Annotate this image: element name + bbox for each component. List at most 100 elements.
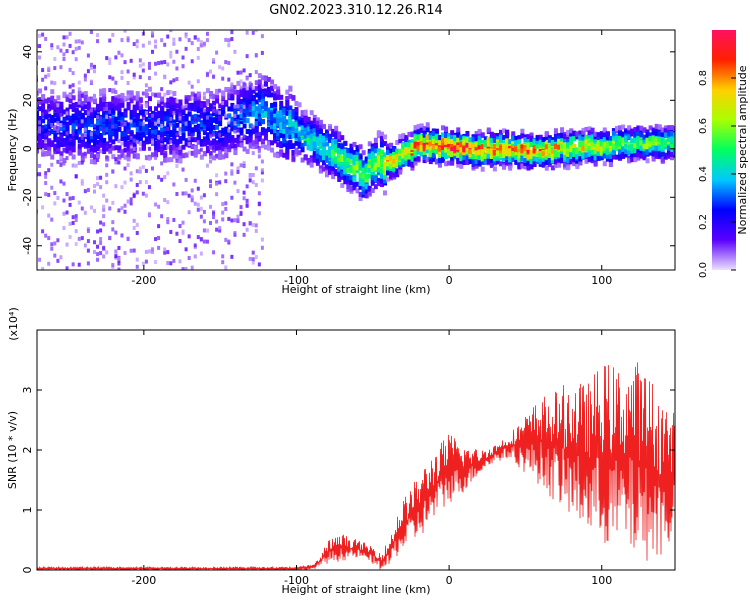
spectrogram-cell bbox=[465, 142, 470, 148]
spectrogram-cell bbox=[111, 99, 116, 105]
spectrogram-cell bbox=[331, 158, 336, 164]
spectrogram-cell bbox=[660, 144, 665, 150]
spectrogram-cell bbox=[288, 134, 293, 140]
spectrogram-cell bbox=[59, 120, 64, 126]
spectrogram-cell bbox=[370, 168, 375, 174]
spectrogram-noise-cell bbox=[83, 151, 87, 156]
spectrogram-cell bbox=[367, 167, 372, 173]
spectrogram-cell bbox=[141, 132, 146, 138]
spectrogram-cell bbox=[615, 137, 619, 143]
spectrogram-noise-cell bbox=[71, 163, 75, 168]
spectrogram-cell bbox=[474, 156, 479, 162]
spectrogram-cell bbox=[111, 88, 116, 94]
spectrogram-noise-cell bbox=[196, 140, 200, 145]
spectrogram-cell bbox=[361, 189, 366, 195]
spectrogram-noise-cell bbox=[123, 180, 127, 185]
spectrogram-noise-cell bbox=[71, 262, 75, 267]
spectrogram-cell bbox=[584, 155, 589, 161]
spectrogram-noise-cell bbox=[47, 66, 51, 71]
spectrogram-cell bbox=[367, 141, 372, 147]
spectrogram-cell bbox=[331, 131, 336, 137]
spectrogram-cell bbox=[270, 79, 275, 85]
spectrogram-cell bbox=[517, 147, 522, 153]
spectrogram-cell bbox=[184, 138, 189, 144]
spectrogram-cell bbox=[276, 89, 281, 95]
spectrogram-noise-cell bbox=[129, 135, 133, 140]
spectrogram-noise-cell bbox=[169, 229, 173, 234]
spectrogram-noise-cell bbox=[224, 206, 228, 211]
spectrogram-cell bbox=[99, 132, 104, 138]
spectrogram-cell bbox=[38, 143, 43, 149]
spectrogram-cell bbox=[657, 131, 662, 137]
spectrogram-cell bbox=[59, 126, 64, 132]
spectrogram-cell bbox=[212, 94, 217, 100]
spectrogram-cell bbox=[196, 103, 201, 109]
spectrogram-noise-cell bbox=[126, 69, 130, 74]
spectrogram-cell bbox=[611, 150, 616, 156]
spectrogram-cell bbox=[53, 107, 58, 113]
spectrogram-noise-cell bbox=[132, 147, 136, 152]
spectrogram-cell bbox=[187, 138, 192, 144]
spectrogram-cell bbox=[520, 163, 525, 169]
spectrogram-noise-cell bbox=[65, 131, 69, 136]
spectrogram-cell bbox=[410, 155, 415, 161]
spectrogram-cell bbox=[569, 159, 574, 165]
spectrogram-cell bbox=[279, 100, 284, 106]
spectrogram-cell bbox=[331, 166, 336, 172]
spectrogram-cell bbox=[526, 149, 531, 155]
spectrogram-cell bbox=[370, 188, 375, 194]
spectrogram-noise-cell bbox=[154, 237, 158, 242]
spectrogram-cell bbox=[41, 143, 46, 149]
spectrogram-cell bbox=[108, 130, 113, 136]
spectrogram-cell bbox=[465, 146, 470, 152]
spectrogram-cell bbox=[172, 132, 177, 138]
spectrogram-noise-cell bbox=[236, 70, 240, 75]
spectrogram-cell bbox=[166, 111, 171, 117]
spectrogram-cell bbox=[282, 133, 287, 139]
spectrogram-noise-cell bbox=[218, 65, 222, 70]
spectrogram-cell bbox=[96, 146, 101, 152]
spectrogram-noise-cell bbox=[236, 166, 240, 171]
spectrogram-cell bbox=[352, 165, 357, 171]
spectrogram-cell bbox=[596, 137, 601, 143]
spectrogram-cell bbox=[505, 129, 510, 135]
spectrogram-cell bbox=[123, 136, 128, 142]
spectrogram-noise-cell bbox=[120, 70, 124, 75]
spectrogram-cell bbox=[553, 135, 558, 141]
spectrogram-cell bbox=[441, 140, 445, 146]
spectrogram-cell bbox=[599, 150, 604, 156]
spectrogram-cell bbox=[236, 115, 241, 121]
spectrogram-cell bbox=[318, 119, 323, 125]
spectrogram-noise-cell bbox=[160, 161, 164, 166]
spectrogram-noise-cell bbox=[80, 132, 84, 137]
spectrogram-cell bbox=[547, 143, 552, 149]
spectrogram-cell bbox=[489, 138, 494, 144]
spectrogram-cell bbox=[62, 116, 67, 122]
spectrogram-cell bbox=[398, 134, 403, 140]
spectrogram-noise-cell bbox=[218, 150, 222, 155]
spectrogram-cell bbox=[395, 149, 400, 155]
spectrogram-cell bbox=[138, 97, 143, 103]
spectrogram-cell bbox=[273, 93, 278, 99]
spectrogram-cell bbox=[346, 187, 351, 193]
spectrogram-cell bbox=[349, 180, 354, 186]
spectrogram-cell bbox=[480, 132, 485, 138]
spectrogram-cell bbox=[169, 157, 174, 163]
spectrogram-cell bbox=[181, 115, 186, 121]
spectrogram-cell bbox=[77, 114, 82, 120]
spectrogram-cell bbox=[294, 147, 299, 153]
spectrogram-cell bbox=[56, 136, 61, 142]
spectrogram-noise-cell bbox=[166, 200, 170, 205]
spectrogram-cell bbox=[441, 135, 445, 141]
spectrogram-cell bbox=[492, 137, 497, 143]
spectrogram-cell bbox=[352, 176, 357, 182]
spectrogram-cell bbox=[169, 130, 174, 136]
spectrogram-cell bbox=[114, 159, 119, 165]
spectrogram-cell bbox=[169, 100, 174, 106]
spectrogram-cell bbox=[303, 115, 308, 121]
spectrogram-cell bbox=[538, 142, 543, 148]
spectrogram-cell bbox=[621, 153, 626, 159]
spectrogram-cell bbox=[325, 164, 329, 170]
spectrogram-noise-cell bbox=[129, 201, 133, 206]
spectrogram-cell bbox=[263, 128, 268, 134]
